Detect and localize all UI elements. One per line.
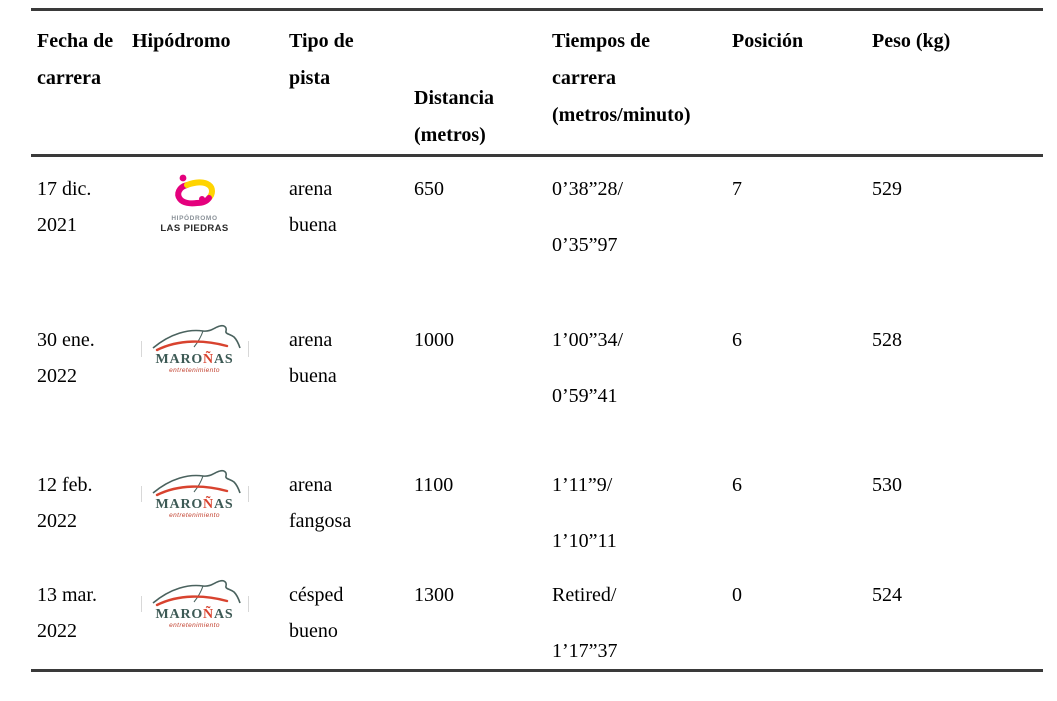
table-body: 17 dic. 2021 HIPÓDROMO LAS PIEDRAS xyxy=(31,156,1043,671)
header-peso: Peso (kg) xyxy=(872,30,951,52)
header-tipo-de-pista: Tipo de pista xyxy=(289,30,354,89)
image-edge-artifact xyxy=(247,595,249,612)
header-tiempos-de-carrera: Tiempos de carrera (metros/minuto) xyxy=(552,30,691,126)
cell-tipo-pista: arena fangosa xyxy=(289,473,352,532)
cell-peso: 524 xyxy=(872,583,902,606)
image-edge-artifact xyxy=(140,340,142,357)
maronas-logo: MAROÑAS entretenimiento xyxy=(149,469,241,520)
cell-posicion: 6 xyxy=(732,473,742,496)
cell-tipo-pista: césped bueno xyxy=(289,583,344,642)
cell-distancia: 1100 xyxy=(414,473,454,496)
horse-sketch-icon xyxy=(151,469,241,496)
cell-fecha: 13 mar. 2022 xyxy=(37,583,97,642)
cell-tiempos: 0’38”28/ 0’35”97 xyxy=(552,178,624,256)
cell-tipo-pista: arena buena xyxy=(289,178,337,236)
maronas-logo: MAROÑAS entretenimiento xyxy=(149,324,241,375)
table-row: 13 mar. 2022 MAROÑAS entre xyxy=(31,563,1043,671)
maronas-logo-tagline: entretenimiento xyxy=(169,621,220,629)
maronas-logo-name: MAROÑAS xyxy=(155,606,234,622)
cell-hipodromo: MAROÑAS entretenimiento xyxy=(126,308,283,453)
cell-fecha: 17 dic. 2021 xyxy=(37,178,92,236)
table-header: Fecha de carrera Hipódromo Tipo de pista… xyxy=(31,9,1043,156)
abstract-horse-icon xyxy=(174,174,215,207)
race-history-table: Fecha de carrera Hipódromo Tipo de pista… xyxy=(31,8,1043,672)
cell-tiempos: Retired/ 1’17”37 xyxy=(552,583,618,662)
cell-peso: 529 xyxy=(872,178,902,200)
table-row: 17 dic. 2021 HIPÓDROMO LAS PIEDRAS xyxy=(31,156,1043,308)
cell-hipodromo: HIPÓDROMO LAS PIEDRAS xyxy=(126,156,283,308)
image-edge-artifact xyxy=(140,595,142,612)
image-edge-artifact xyxy=(247,485,249,502)
image-edge-artifact xyxy=(140,485,142,502)
maronas-logo-tagline: entretenimiento xyxy=(169,366,220,374)
header-hipodromo: Hipódromo xyxy=(132,30,231,52)
table-row: 30 ene. 2022 MAROÑAS entre xyxy=(31,308,1043,453)
cell-hipodromo: MAROÑAS entretenimiento xyxy=(126,563,283,671)
maronas-logo: MAROÑAS entretenimiento xyxy=(149,579,241,630)
cell-fecha: 12 feb. 2022 xyxy=(37,473,93,532)
cell-distancia: 1000 xyxy=(414,328,454,351)
cell-tipo-pista: arena buena xyxy=(289,328,337,387)
cell-hipodromo: MAROÑAS entretenimiento xyxy=(126,453,283,563)
cell-tiempos: 1’00”34/ 0’59”41 xyxy=(552,328,624,407)
maronas-logo-tagline: entretenimiento xyxy=(169,511,220,519)
cell-peso: 530 xyxy=(872,473,902,496)
cell-fecha: 30 ene. 2022 xyxy=(37,328,95,387)
cell-distancia: 650 xyxy=(414,178,444,200)
cell-posicion: 6 xyxy=(732,328,742,351)
maronas-logo-name: MAROÑAS xyxy=(155,351,234,367)
cell-distancia: 1300 xyxy=(414,583,454,606)
maronas-logo-name: MAROÑAS xyxy=(155,496,234,512)
las-piedras-logo-name: LAS PIEDRAS xyxy=(160,222,229,234)
image-edge-artifact xyxy=(247,340,249,357)
cell-posicion: 7 xyxy=(732,178,742,200)
header-posicion: Posición xyxy=(732,30,804,52)
horse-sketch-icon xyxy=(151,324,241,351)
document-page: Fecha de carrera Hipódromo Tipo de pista… xyxy=(0,8,1057,701)
cell-tiempos: 1’11”9/ 1’10”11 xyxy=(552,473,617,552)
las-piedras-logo-title: HIPÓDROMO xyxy=(171,215,218,222)
cell-peso: 528 xyxy=(872,328,902,351)
cell-posicion: 0 xyxy=(732,583,742,606)
las-piedras-logo: HIPÓDROMO LAS PIEDRAS xyxy=(160,173,228,233)
header-distancia: Distancia (metros) xyxy=(414,87,494,146)
header-fecha-de-carrera: Fecha de carrera xyxy=(37,30,114,89)
horse-sketch-icon xyxy=(151,579,241,606)
table-row: 12 feb. 2022 MAROÑAS entre xyxy=(31,453,1043,563)
